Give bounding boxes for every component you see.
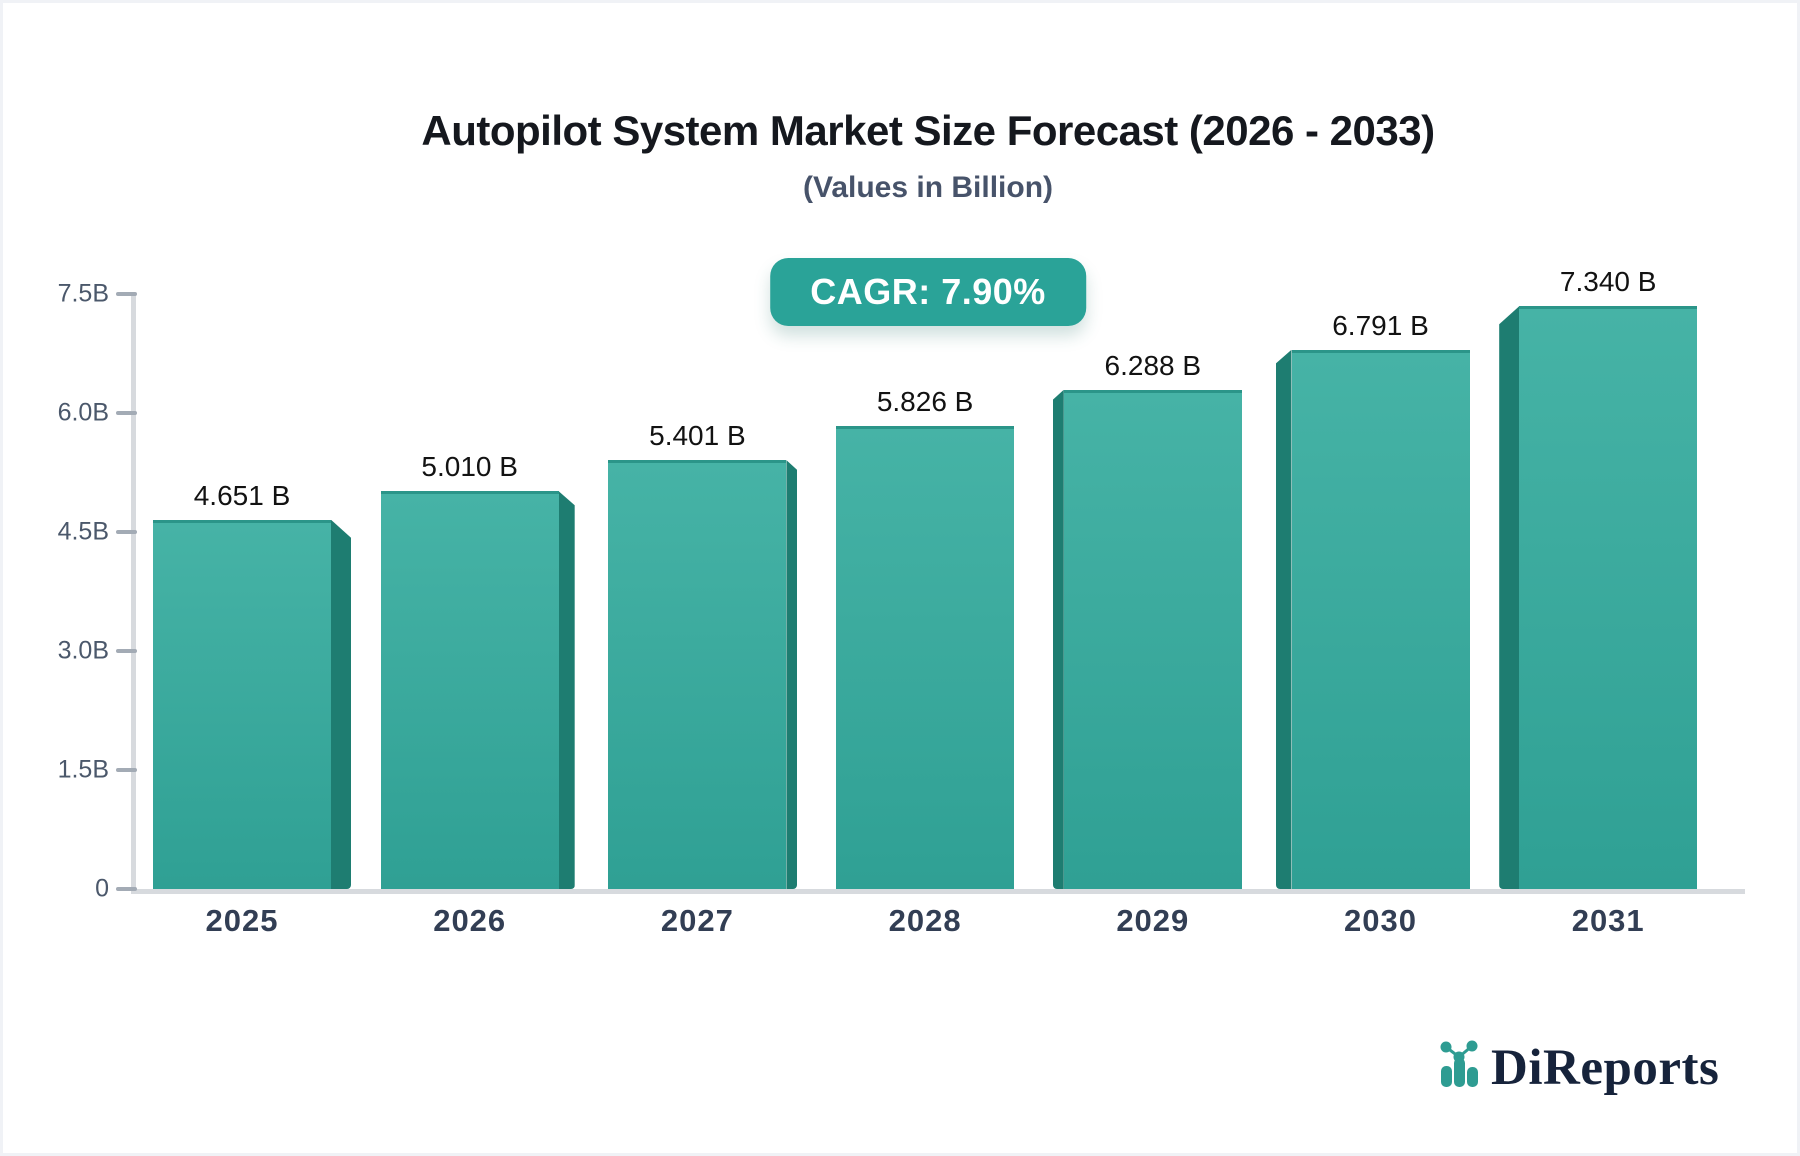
- bar: [1291, 349, 1470, 889]
- bar: [380, 491, 559, 889]
- y-tick-label: 3.0B: [57, 636, 109, 665]
- y-tick-mark: [116, 529, 137, 534]
- bar: [1519, 306, 1698, 889]
- bar-side-face: [1275, 349, 1292, 889]
- y-tick-label: 6.0B: [57, 398, 109, 427]
- bar-value-label: 6.791 B: [1332, 309, 1429, 341]
- x-axis-label: 2029: [1116, 903, 1190, 938]
- bar-value-label: 5.010 B: [421, 451, 518, 483]
- x-axis-line: [131, 889, 1745, 894]
- bar-side-face: [331, 519, 351, 889]
- bar: [1063, 389, 1242, 889]
- bar-side-face: [786, 460, 798, 889]
- bar-value-label: 7.340 B: [1559, 266, 1657, 298]
- y-tick-label: 0: [95, 874, 109, 903]
- brand-logo: DiReports: [1433, 1039, 1719, 1097]
- x-axis-label: 2030: [1344, 903, 1417, 938]
- cagr-badge: CAGR: 7.90%: [770, 258, 1086, 326]
- y-tick-mark: [116, 648, 137, 653]
- y-tick-label: 4.5B: [57, 517, 109, 546]
- bar-value-label: 6.288 B: [1104, 349, 1202, 381]
- y-tick-mark: [116, 291, 137, 296]
- bar-side-face: [558, 491, 575, 889]
- y-axis-line: [131, 293, 136, 894]
- brand-name: DiReports: [1491, 1040, 1720, 1096]
- bar-value-label: 5.826 B: [876, 386, 974, 418]
- bar-side-face: [1499, 306, 1520, 889]
- x-axis-label: 2026: [433, 903, 507, 938]
- bar-chart: 0 1.5B 3.0B 4.5B 6.0B 7.5B 4.651 B 2025 5.010 B 2…: [3, 3, 1797, 1153]
- chart-title: Autopilot System Market Size Forecast (2…: [421, 107, 1435, 154]
- y-tick-mark: [116, 887, 137, 891]
- y-tick-mark: [116, 767, 137, 772]
- bar: [608, 460, 787, 889]
- x-axis-label: 2027: [660, 903, 734, 938]
- x-axis-label: 2031: [1571, 903, 1645, 938]
- y-tick-label: 7.5B: [57, 279, 109, 307]
- x-axis-label: 2028: [888, 903, 962, 938]
- chart-subtitle: (Values in Billion): [802, 171, 1054, 204]
- bar-value-label: 5.401 B: [649, 420, 746, 452]
- y-tick-mark: [116, 410, 137, 415]
- y-tick-label: 1.5B: [57, 755, 109, 784]
- bar: [153, 519, 331, 889]
- x-axis-label: 2025: [205, 903, 279, 938]
- bar-value-label: 4.651 B: [193, 479, 291, 511]
- bar-side-face: [1052, 389, 1064, 889]
- mini-bar-chart-icon: [1440, 1040, 1478, 1087]
- cagr-badge-label: CAGR: 7.90%: [810, 271, 1046, 312]
- bar: [836, 426, 1015, 889]
